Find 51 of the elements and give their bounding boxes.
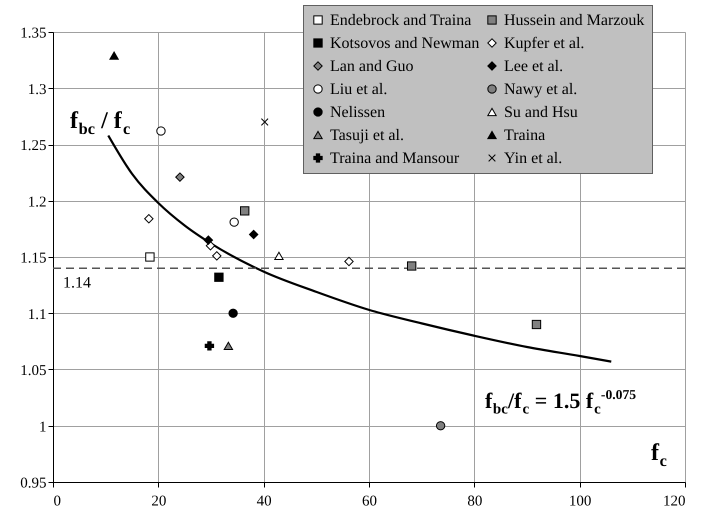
y-tick-label: 1.1 — [28, 306, 46, 323]
point — [175, 172, 185, 182]
legend-label: Traina and Mansour — [330, 150, 460, 167]
legend-label: Tasuji et al. — [330, 127, 404, 144]
legend-label: Lee et al. — [504, 58, 564, 75]
ref-line-label: 1.14 — [63, 274, 91, 292]
point — [214, 272, 224, 282]
point — [248, 230, 258, 240]
point — [406, 261, 416, 271]
point — [274, 252, 284, 260]
point — [144, 214, 154, 224]
x-tick-label: 20 — [151, 494, 166, 510]
point — [109, 52, 119, 60]
y-tick-label: 1.35 — [20, 26, 46, 42]
point — [204, 341, 214, 351]
legend-label: Traina — [504, 127, 546, 144]
legend-label: Kotsovos and Newman — [330, 35, 480, 52]
legend-label: Kupfer et al. — [504, 35, 584, 52]
point — [145, 252, 155, 262]
x-tick-label: 0 — [54, 494, 61, 510]
x-tick-label: 120 — [663, 494, 686, 510]
legend-label: Liu et al. — [330, 81, 388, 98]
point — [224, 342, 234, 350]
point — [260, 118, 269, 126]
point — [229, 217, 239, 227]
y-tick-label: 1.3 — [28, 82, 46, 98]
legend-label: Yin et al. — [504, 150, 562, 167]
point — [532, 320, 542, 330]
x-tick-label: 40 — [256, 494, 272, 510]
legend-label: Nelissen — [330, 104, 386, 121]
point — [156, 126, 166, 136]
legend-label: Lan and Guo — [330, 58, 414, 75]
x-tick-label: 60 — [362, 494, 377, 510]
legend-label: Su and Hsu — [504, 104, 578, 121]
point — [344, 256, 354, 266]
point — [228, 308, 238, 318]
legend-label: Endebrock and Traina — [330, 12, 472, 29]
y-tick-label: 1.25 — [20, 138, 46, 154]
legend-label: Hussein and Marzouk — [504, 12, 644, 29]
y-tick-label: 1.15 — [20, 250, 46, 266]
point — [212, 251, 222, 261]
point — [436, 421, 446, 430]
legend-label: Nawy et al. — [504, 81, 578, 98]
y-tick-label: 1.2 — [28, 194, 46, 210]
x-tick-label: 80 — [467, 494, 482, 510]
y-tick-label: 1 — [39, 419, 46, 436]
point — [204, 235, 214, 245]
x-tick-label: 100 — [568, 494, 592, 510]
y-tick-label: 0.95 — [20, 476, 46, 492]
y-tick-label: 1.05 — [20, 363, 46, 379]
point — [240, 206, 250, 216]
